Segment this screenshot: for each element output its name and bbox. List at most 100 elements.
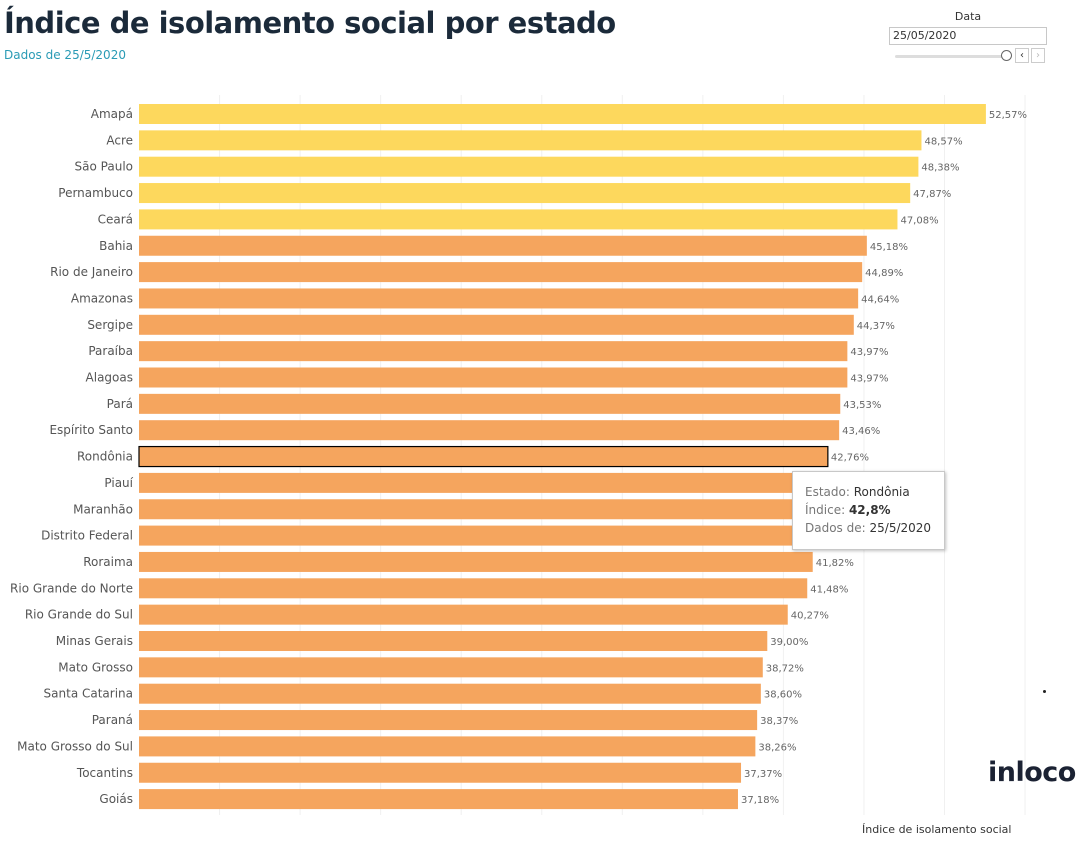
value-label: 43,97%	[850, 347, 888, 358]
date-slider-track[interactable]	[895, 55, 1005, 58]
bar-rio-de-janeiro[interactable]	[139, 262, 863, 283]
value-label: 38,60%	[764, 690, 802, 701]
value-label: 45,18%	[870, 242, 908, 253]
tooltip-indice-label: Índice:	[805, 503, 846, 517]
inloco-logo: inloco	[988, 757, 1076, 788]
category-label: Espírito Santo	[49, 423, 133, 437]
value-label: 41,82%	[816, 558, 854, 569]
value-label: 44,64%	[861, 294, 899, 305]
value-label: 44,37%	[857, 321, 895, 332]
category-label: Bahia	[99, 239, 133, 253]
bar-distrito-federal[interactable]	[139, 525, 818, 546]
date-slider-row: ‹ ›	[889, 47, 1047, 65]
category-label: Pernambuco	[58, 186, 133, 200]
category-label: Acre	[106, 133, 133, 147]
category-label: Distrito Federal	[41, 529, 133, 543]
category-label: Paraíba	[88, 344, 133, 358]
bar-santa-catarina[interactable]	[139, 683, 761, 704]
category-label: Minas Gerais	[56, 634, 133, 648]
category-label: Maranhão	[73, 502, 133, 516]
date-filter: Data 25/05/2020 ‹ ›	[889, 10, 1047, 65]
bar-paraná[interactable]	[139, 710, 758, 731]
category-label: Rio Grande do Sul	[25, 608, 133, 622]
tooltip-data-value: 25/5/2020	[869, 521, 932, 535]
bar-mato-grosso-do-sul[interactable]	[139, 736, 756, 757]
category-label: Tocantins	[76, 766, 133, 780]
date-slider-handle[interactable]	[1001, 50, 1012, 61]
category-label: Rondônia	[77, 450, 133, 464]
value-label: 40,27%	[791, 611, 829, 622]
tooltip: Estado: Rondônia Índice: 42,8% Dados de:…	[792, 471, 945, 550]
value-label: 41,48%	[810, 584, 848, 595]
value-label: 48,57%	[924, 136, 962, 147]
bar-piauí[interactable]	[139, 472, 826, 493]
chevron-right-icon: ›	[1036, 50, 1040, 61]
category-label: Pará	[107, 397, 133, 411]
bar-rondônia[interactable]	[138, 445, 829, 468]
page-title: Índice de isolamento social por estado	[4, 6, 616, 40]
category-label: Ceará	[98, 212, 133, 226]
bar-amazonas[interactable]	[139, 288, 859, 309]
chevron-left-icon: ‹	[1020, 50, 1024, 61]
value-label: 38,26%	[758, 742, 796, 753]
bar-goiás[interactable]	[139, 789, 738, 810]
value-label: 48,38%	[921, 163, 959, 174]
value-label: 42,76%	[831, 453, 869, 464]
bar-ceará[interactable]	[139, 209, 898, 230]
date-input[interactable]: 25/05/2020	[889, 27, 1047, 45]
category-label: Goiás	[99, 792, 133, 806]
bar-paraíba[interactable]	[139, 341, 848, 362]
tooltip-indice-value: 42,8%	[848, 503, 891, 517]
bar-rio-grande-do-sul[interactable]	[139, 604, 788, 625]
date-filter-label: Data	[954, 10, 982, 23]
bar-sergipe[interactable]	[139, 314, 854, 335]
category-label: Sergipe	[87, 318, 133, 332]
bar-espírito-santo[interactable]	[139, 420, 840, 441]
bar-bahia[interactable]	[139, 235, 867, 256]
bar-amapá[interactable]	[139, 104, 986, 124]
bar-tocantins[interactable]	[139, 762, 742, 783]
category-label: Alagoas	[86, 371, 133, 385]
value-label: 47,87%	[913, 189, 951, 200]
value-label: 38,37%	[760, 716, 798, 727]
value-label: 44,89%	[865, 268, 903, 279]
previous-date-button[interactable]: ‹	[1015, 48, 1029, 63]
category-label: Piauí	[104, 476, 133, 490]
category-label: Santa Catarina	[44, 687, 133, 701]
value-label: 37,18%	[741, 795, 779, 806]
bar-pará[interactable]	[139, 393, 841, 414]
category-label: Rio Grande do Norte	[10, 581, 133, 595]
category-label: São Paulo	[75, 160, 133, 174]
bar-chart: Amapá 52,57% Acre 48,57% São Paulo 48,38% Pern…	[10, 95, 1027, 815]
category-label: Roraima	[83, 555, 133, 569]
bar-pernambuco[interactable]	[139, 183, 911, 204]
category-label: Mato Grosso do Sul	[17, 739, 133, 753]
bar-são-paulo[interactable]	[139, 156, 919, 177]
value-label: 43,97%	[850, 374, 888, 385]
category-label: Amapá	[91, 107, 133, 121]
value-label: 37,37%	[744, 769, 782, 780]
category-label: Mato Grosso	[58, 660, 133, 674]
tooltip-estado-label: Estado:	[805, 485, 850, 499]
x-axis-title: Índice de isolamento social	[862, 823, 1012, 836]
next-date-button[interactable]: ›	[1031, 48, 1045, 63]
bar-mato-grosso[interactable]	[139, 657, 763, 678]
value-label: 43,46%	[842, 426, 880, 437]
bar-roraima[interactable]	[139, 551, 813, 572]
category-label: Rio de Janeiro	[50, 265, 133, 279]
bar-maranhão[interactable]	[139, 499, 823, 520]
value-label: 38,72%	[766, 663, 804, 674]
bar-acre[interactable]	[139, 130, 922, 151]
value-label: 43,53%	[843, 400, 881, 411]
stray-dot	[1043, 690, 1046, 693]
tooltip-estado-value: Rondônia	[853, 485, 910, 499]
page-subtitle: Dados de 25/5/2020	[4, 48, 126, 62]
value-label: 47,08%	[900, 215, 938, 226]
bar-minas-gerais[interactable]	[139, 631, 768, 651]
bar-rio-grande-do-norte[interactable]	[139, 578, 808, 599]
category-label: Paraná	[92, 713, 133, 727]
value-label: 52,57%	[989, 110, 1027, 121]
value-label: 39,00%	[770, 637, 808, 648]
category-label: Amazonas	[71, 291, 133, 305]
bar-alagoas[interactable]	[139, 367, 848, 388]
